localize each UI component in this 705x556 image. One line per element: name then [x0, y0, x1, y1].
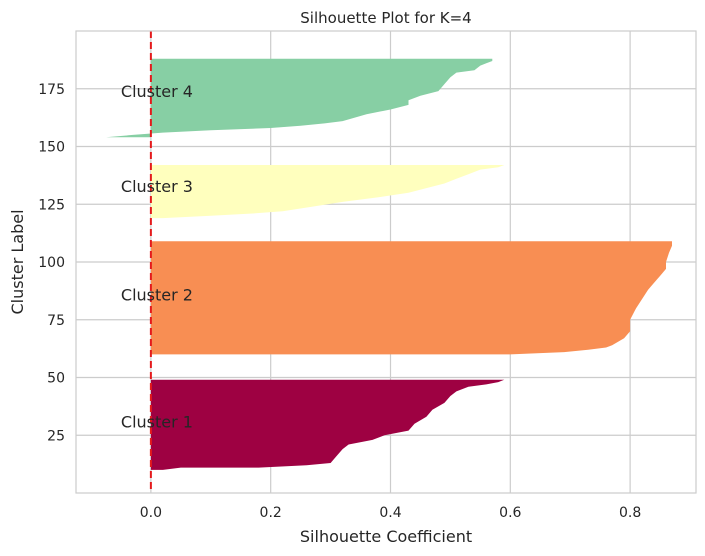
- y-tick-label: 75: [47, 313, 65, 329]
- cluster-3-label: Cluster 3: [121, 177, 193, 196]
- x-tick-label: 0.6: [499, 505, 521, 521]
- x-axis-label: Silhouette Coefficient: [300, 527, 472, 546]
- cluster-4-label: Cluster 4: [121, 82, 193, 101]
- y-tick-labels: 25 50 75 100 125 150 175: [38, 82, 65, 445]
- cluster-3-area: [150, 165, 505, 219]
- cluster-1-area: [150, 379, 505, 470]
- x-tick-labels: 0.0 0.2 0.4 0.6 0.8: [140, 505, 641, 521]
- chart-title: Silhouette Plot for K=4: [300, 9, 471, 27]
- y-tick-label: 100: [38, 255, 65, 271]
- cluster-4-area: [106, 58, 493, 138]
- y-tick-label: 125: [38, 197, 65, 213]
- cluster-2-area: [150, 241, 672, 355]
- cluster-labels: Cluster 1 Cluster 2 Cluster 3 Cluster 4: [121, 82, 193, 431]
- x-tick-label: 0.0: [140, 505, 162, 521]
- x-tick-label: 0.4: [379, 505, 401, 521]
- y-tick-label: 175: [38, 82, 65, 98]
- plot-frame: [75, 30, 697, 494]
- y-tick-label: 150: [38, 140, 65, 156]
- x-tick-label: 0.8: [619, 505, 641, 521]
- y-tick-label: 25: [47, 428, 65, 444]
- cluster-areas: [106, 58, 672, 470]
- y-axis-label: Cluster Label: [8, 209, 27, 314]
- x-tick-label: 0.2: [260, 505, 282, 521]
- cluster-2-label: Cluster 2: [121, 285, 193, 304]
- cluster-1-label: Cluster 1: [121, 412, 193, 431]
- y-tick-label: 50: [47, 371, 65, 387]
